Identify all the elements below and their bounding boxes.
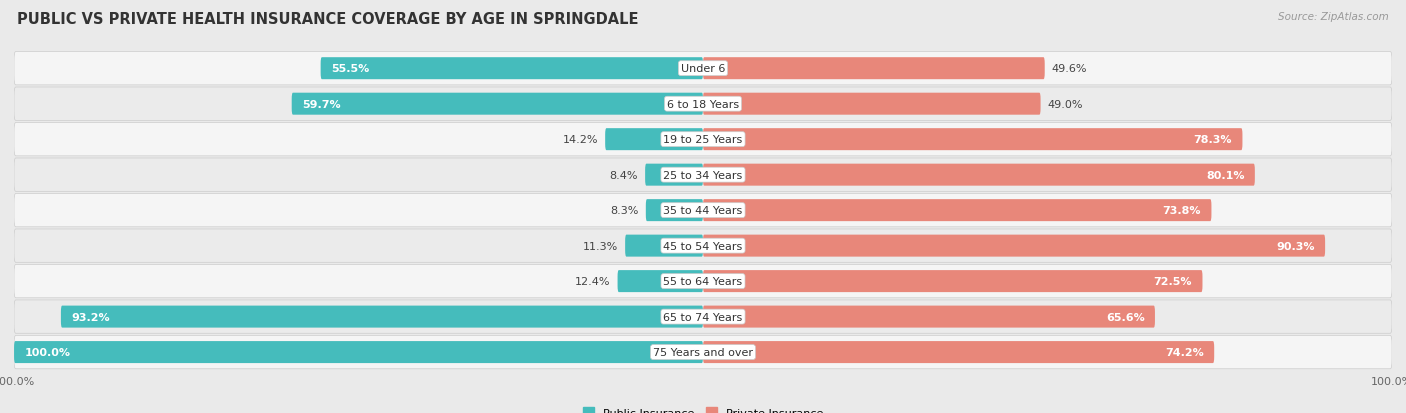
Text: Under 6: Under 6 [681,64,725,74]
FancyBboxPatch shape [703,271,1202,292]
Text: 8.3%: 8.3% [610,206,638,216]
Text: 59.7%: 59.7% [302,100,340,109]
Text: 90.3%: 90.3% [1277,241,1315,251]
Text: 11.3%: 11.3% [583,241,619,251]
FancyBboxPatch shape [645,199,703,222]
Text: 73.8%: 73.8% [1163,206,1201,216]
FancyBboxPatch shape [14,52,1392,85]
FancyBboxPatch shape [60,306,703,328]
FancyBboxPatch shape [14,300,1392,333]
FancyBboxPatch shape [14,229,1392,263]
FancyBboxPatch shape [14,123,1392,157]
FancyBboxPatch shape [14,265,1392,298]
Text: 65 to 74 Years: 65 to 74 Years [664,312,742,322]
FancyBboxPatch shape [14,159,1392,192]
FancyBboxPatch shape [321,58,703,80]
Text: 55 to 64 Years: 55 to 64 Years [664,276,742,287]
FancyBboxPatch shape [703,129,1243,151]
Text: 14.2%: 14.2% [562,135,599,145]
Text: 8.4%: 8.4% [610,170,638,180]
FancyBboxPatch shape [291,93,703,115]
Text: 49.6%: 49.6% [1052,64,1087,74]
Legend: Public Insurance, Private Insurance: Public Insurance, Private Insurance [583,408,823,413]
Text: 45 to 54 Years: 45 to 54 Years [664,241,742,251]
FancyBboxPatch shape [703,199,1212,222]
FancyBboxPatch shape [703,306,1154,328]
FancyBboxPatch shape [605,129,703,151]
Text: 19 to 25 Years: 19 to 25 Years [664,135,742,145]
Text: 55.5%: 55.5% [330,64,370,74]
Text: 25 to 34 Years: 25 to 34 Years [664,170,742,180]
FancyBboxPatch shape [703,58,1045,80]
Text: Source: ZipAtlas.com: Source: ZipAtlas.com [1278,12,1389,22]
Text: 74.2%: 74.2% [1166,347,1204,357]
Text: 80.1%: 80.1% [1206,170,1244,180]
FancyBboxPatch shape [617,271,703,292]
Text: 78.3%: 78.3% [1194,135,1232,145]
Text: PUBLIC VS PRIVATE HEALTH INSURANCE COVERAGE BY AGE IN SPRINGDALE: PUBLIC VS PRIVATE HEALTH INSURANCE COVER… [17,12,638,27]
FancyBboxPatch shape [14,341,703,363]
Text: 75 Years and over: 75 Years and over [652,347,754,357]
Text: 65.6%: 65.6% [1107,312,1144,322]
Text: 49.0%: 49.0% [1047,100,1083,109]
FancyBboxPatch shape [14,336,1392,369]
Text: 6 to 18 Years: 6 to 18 Years [666,100,740,109]
FancyBboxPatch shape [703,235,1324,257]
FancyBboxPatch shape [703,164,1254,186]
Text: 93.2%: 93.2% [72,312,110,322]
FancyBboxPatch shape [14,88,1392,121]
Text: 12.4%: 12.4% [575,276,610,287]
FancyBboxPatch shape [626,235,703,257]
FancyBboxPatch shape [703,93,1040,115]
Text: 100.0%: 100.0% [24,347,70,357]
FancyBboxPatch shape [14,194,1392,227]
Text: 35 to 44 Years: 35 to 44 Years [664,206,742,216]
FancyBboxPatch shape [703,341,1215,363]
Text: 72.5%: 72.5% [1154,276,1192,287]
FancyBboxPatch shape [645,164,703,186]
